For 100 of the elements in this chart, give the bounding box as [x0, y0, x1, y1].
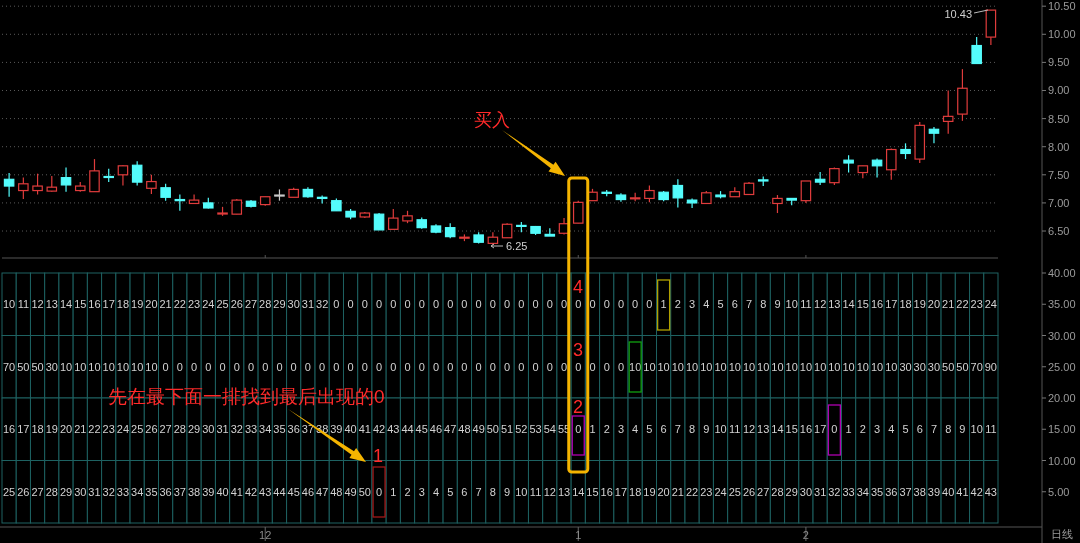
data-label: 19	[913, 298, 926, 311]
data-label: 21	[671, 485, 684, 498]
data-label: 23	[102, 423, 115, 436]
x-tick-label: 12	[259, 529, 272, 541]
data-label: 27	[757, 485, 770, 498]
data-label: 30	[899, 360, 912, 373]
data-label: 0	[546, 298, 553, 311]
annotation: 2	[572, 397, 584, 417]
data-label: 28	[45, 485, 58, 498]
data-label: 17	[885, 298, 898, 311]
data-label: 5	[646, 423, 653, 436]
data-label: 20	[927, 298, 941, 311]
data-label: 52	[515, 423, 528, 436]
data-label: 4	[888, 423, 895, 436]
data-label: 0	[831, 423, 838, 436]
data-label: 6	[660, 423, 667, 436]
text: 40.00	[1048, 267, 1076, 279]
data-label: 0	[262, 360, 269, 373]
data-label: 13	[45, 298, 58, 311]
data-label: 0	[319, 360, 326, 373]
data-label: 47	[316, 485, 329, 498]
data-label: 40	[344, 423, 357, 436]
data-label: 10	[771, 360, 784, 373]
data-label: 30	[45, 360, 58, 373]
data-label: 10	[728, 360, 741, 373]
x-tick-label: 1	[575, 529, 582, 541]
data-label: 48	[458, 423, 471, 436]
data-label: 18	[31, 423, 44, 436]
data-label: 0	[375, 360, 383, 373]
data-label: 18	[629, 485, 642, 498]
data-label: 12	[742, 423, 756, 436]
data-label: 44	[401, 423, 414, 436]
data-label: 20	[657, 485, 670, 498]
data-label: 41	[956, 485, 969, 498]
data-label: 3	[617, 423, 625, 436]
data-label: 0	[432, 298, 440, 311]
data-label: 0	[205, 360, 212, 373]
text: 35.00	[1048, 298, 1076, 311]
data-label: 10	[714, 423, 727, 436]
data-label: 40	[216, 485, 229, 498]
data-label: 27	[244, 298, 258, 311]
data-label: 49	[472, 423, 485, 436]
data-label: 31	[216, 423, 229, 436]
data-label: 30	[927, 360, 941, 373]
data-label: 14	[572, 485, 585, 498]
data-label: 19	[45, 423, 58, 436]
data-label: 0	[404, 298, 411, 311]
data-label: 33	[842, 485, 855, 498]
data-label: 0	[475, 360, 482, 373]
data-label: 10	[970, 423, 983, 436]
data-label: 30	[913, 360, 926, 373]
data-label: 18	[899, 298, 912, 311]
data-label: 26	[230, 298, 243, 311]
data-label: 42	[244, 485, 258, 498]
data-label: 25	[2, 485, 16, 498]
data-label: 7	[674, 423, 681, 436]
data-label: 37	[301, 423, 315, 436]
data-label: 22	[88, 423, 101, 436]
data-label: 29	[59, 485, 73, 498]
data-label: 10	[757, 360, 770, 373]
data-label: 15	[74, 298, 87, 311]
data-label: 90	[984, 360, 998, 373]
data-label: 16	[870, 298, 884, 311]
data-label: 0	[375, 298, 383, 311]
data-label: 14	[842, 298, 855, 311]
data-label: 8	[760, 298, 767, 311]
data-label: 9	[774, 298, 781, 311]
data-label: 33	[116, 485, 130, 498]
data-label: 29	[273, 298, 286, 311]
data-label: 10	[885, 360, 898, 373]
data-label: 18	[116, 298, 130, 311]
data-label: 35	[273, 423, 286, 436]
candlestick	[885, 147, 897, 181]
data-label: 42	[372, 423, 386, 436]
data-label: 0	[191, 360, 198, 373]
data-label: 0	[219, 360, 226, 373]
data-label: 6	[731, 298, 738, 311]
data-label: 51	[500, 423, 514, 436]
data-label: 10	[74, 360, 87, 373]
data-label: 8	[689, 423, 696, 436]
y-tick-label: 7.50	[1048, 168, 1070, 181]
y-tick-label: 7.00	[1048, 196, 1070, 209]
data-label: 10	[116, 360, 130, 373]
data-label: 4	[632, 423, 639, 436]
data-label: 0	[518, 298, 525, 311]
candlestick	[117, 164, 129, 187]
data-label: 11	[800, 298, 812, 311]
data-label: 2	[859, 423, 866, 436]
data-label: 3	[689, 298, 696, 311]
data-label: 0	[575, 423, 582, 436]
text: 15.00	[1048, 423, 1076, 436]
data-label: 30	[287, 298, 300, 311]
data-label: 0	[632, 298, 639, 311]
data-label: 28	[771, 485, 784, 498]
data-label: 5	[902, 423, 909, 436]
data-label: 11	[729, 423, 741, 436]
data-label: 0	[276, 360, 283, 373]
data-label: 1	[660, 298, 667, 311]
data-label: 43	[387, 423, 400, 436]
candlestick	[928, 126, 940, 144]
